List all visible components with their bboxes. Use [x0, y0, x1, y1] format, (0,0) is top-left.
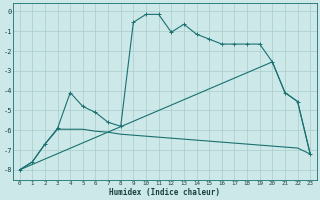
- X-axis label: Humidex (Indice chaleur): Humidex (Indice chaleur): [109, 188, 220, 197]
